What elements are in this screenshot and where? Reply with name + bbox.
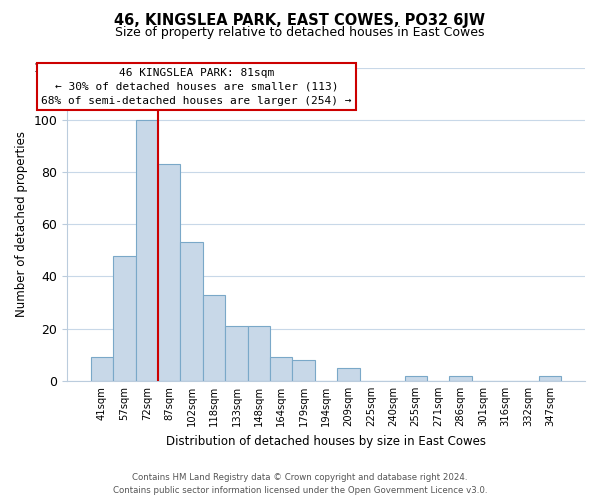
Bar (404, 376, 427, 381)
Bar (248, 326, 270, 381)
Text: 46, KINGSLEA PARK, EAST COWES, PO32 6JW: 46, KINGSLEA PARK, EAST COWES, PO32 6JW (115, 12, 485, 28)
Bar (136, 120, 158, 381)
X-axis label: Distribution of detached houses by size in East Cowes: Distribution of detached houses by size … (166, 434, 486, 448)
Bar (449, 376, 472, 381)
Text: Contains HM Land Registry data © Crown copyright and database right 2024.
Contai: Contains HM Land Registry data © Crown c… (113, 474, 487, 495)
Bar (270, 358, 292, 381)
Bar (158, 164, 181, 381)
Text: 46 KINGSLEA PARK: 81sqm
← 30% of detached houses are smaller (113)
68% of semi-d: 46 KINGSLEA PARK: 81sqm ← 30% of detache… (41, 68, 352, 106)
Bar (91, 358, 113, 381)
Text: Size of property relative to detached houses in East Cowes: Size of property relative to detached ho… (115, 26, 485, 39)
Bar (225, 326, 248, 381)
Bar (337, 368, 360, 381)
Y-axis label: Number of detached properties: Number of detached properties (15, 131, 28, 317)
Bar (292, 360, 315, 381)
Bar (181, 242, 203, 381)
Bar (203, 294, 225, 381)
Bar (113, 256, 136, 381)
Bar (539, 376, 562, 381)
